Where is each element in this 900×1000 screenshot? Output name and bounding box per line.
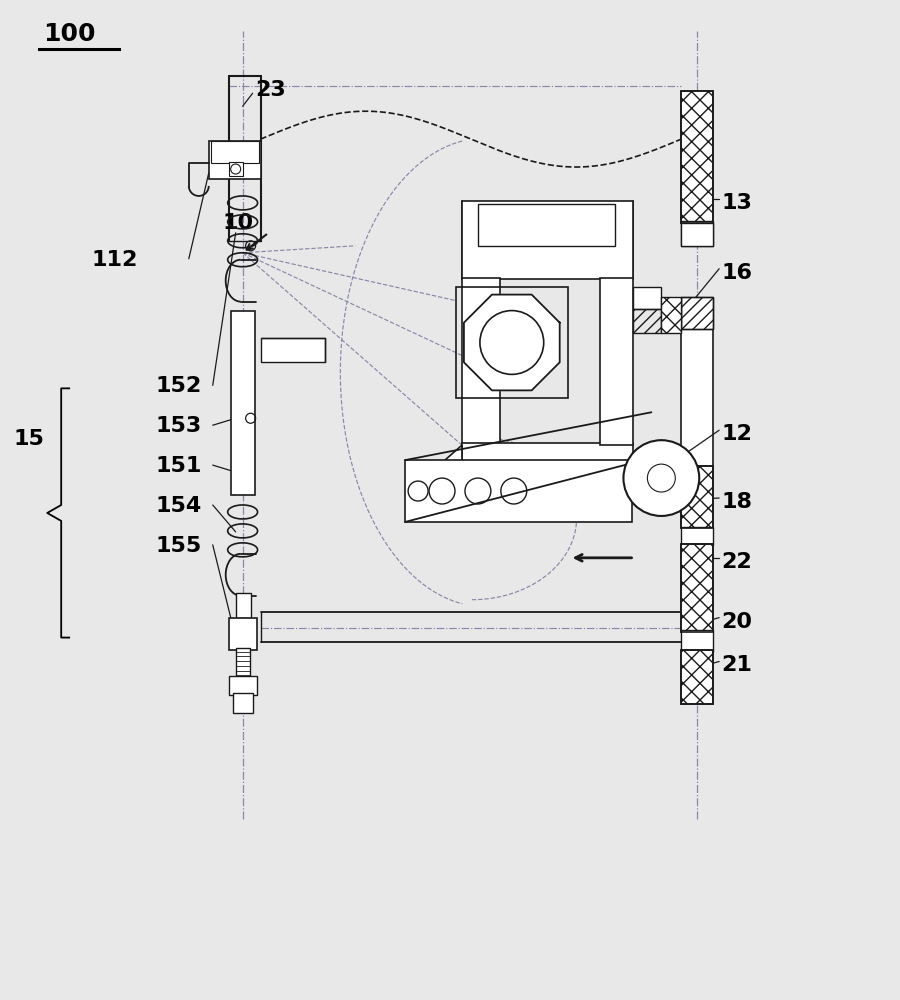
Bar (681, 221, 713, 246)
Bar (681, 544, 713, 632)
Bar (209, 141, 261, 179)
Bar (478, 204, 616, 246)
Bar (681, 466, 713, 528)
Text: 154: 154 (156, 496, 202, 516)
Bar (681, 91, 713, 223)
Bar (462, 443, 634, 488)
Text: 23: 23 (256, 80, 286, 100)
Text: 22: 22 (721, 552, 752, 572)
Text: 151: 151 (156, 456, 202, 476)
Bar (462, 201, 634, 279)
Text: 10: 10 (222, 213, 254, 233)
Text: 16: 16 (721, 263, 752, 283)
Bar (681, 223, 713, 246)
Bar (236, 593, 250, 618)
Bar (229, 618, 256, 650)
Bar (681, 544, 713, 632)
Bar (662, 297, 681, 333)
Bar (681, 650, 713, 704)
Bar (261, 338, 326, 362)
Bar (230, 311, 255, 495)
Text: 21: 21 (721, 655, 752, 675)
Bar (681, 297, 713, 329)
Bar (462, 278, 500, 445)
Text: 18: 18 (721, 492, 752, 512)
Bar (456, 287, 568, 398)
Text: 15: 15 (14, 429, 44, 449)
Text: 12: 12 (721, 424, 752, 444)
Bar (681, 527, 713, 545)
Bar (233, 693, 253, 713)
Text: 112: 112 (91, 250, 138, 270)
Text: 100: 100 (43, 22, 95, 46)
Bar (405, 460, 633, 522)
Bar (229, 162, 243, 176)
Bar (634, 309, 661, 333)
Bar (681, 329, 713, 468)
Text: 152: 152 (156, 376, 202, 396)
Text: 155: 155 (156, 536, 202, 556)
Polygon shape (464, 295, 560, 390)
Bar (681, 466, 713, 528)
Bar (681, 91, 713, 223)
Bar (681, 297, 713, 329)
Text: 20: 20 (721, 612, 752, 632)
Text: 13: 13 (721, 193, 752, 213)
Circle shape (624, 440, 699, 516)
Bar (634, 287, 661, 309)
Bar (599, 278, 634, 445)
Bar (681, 630, 713, 652)
Bar (229, 676, 256, 695)
Bar (681, 650, 713, 704)
Bar (236, 648, 249, 677)
Text: 153: 153 (156, 416, 202, 436)
Bar (211, 141, 258, 163)
Polygon shape (405, 445, 462, 495)
